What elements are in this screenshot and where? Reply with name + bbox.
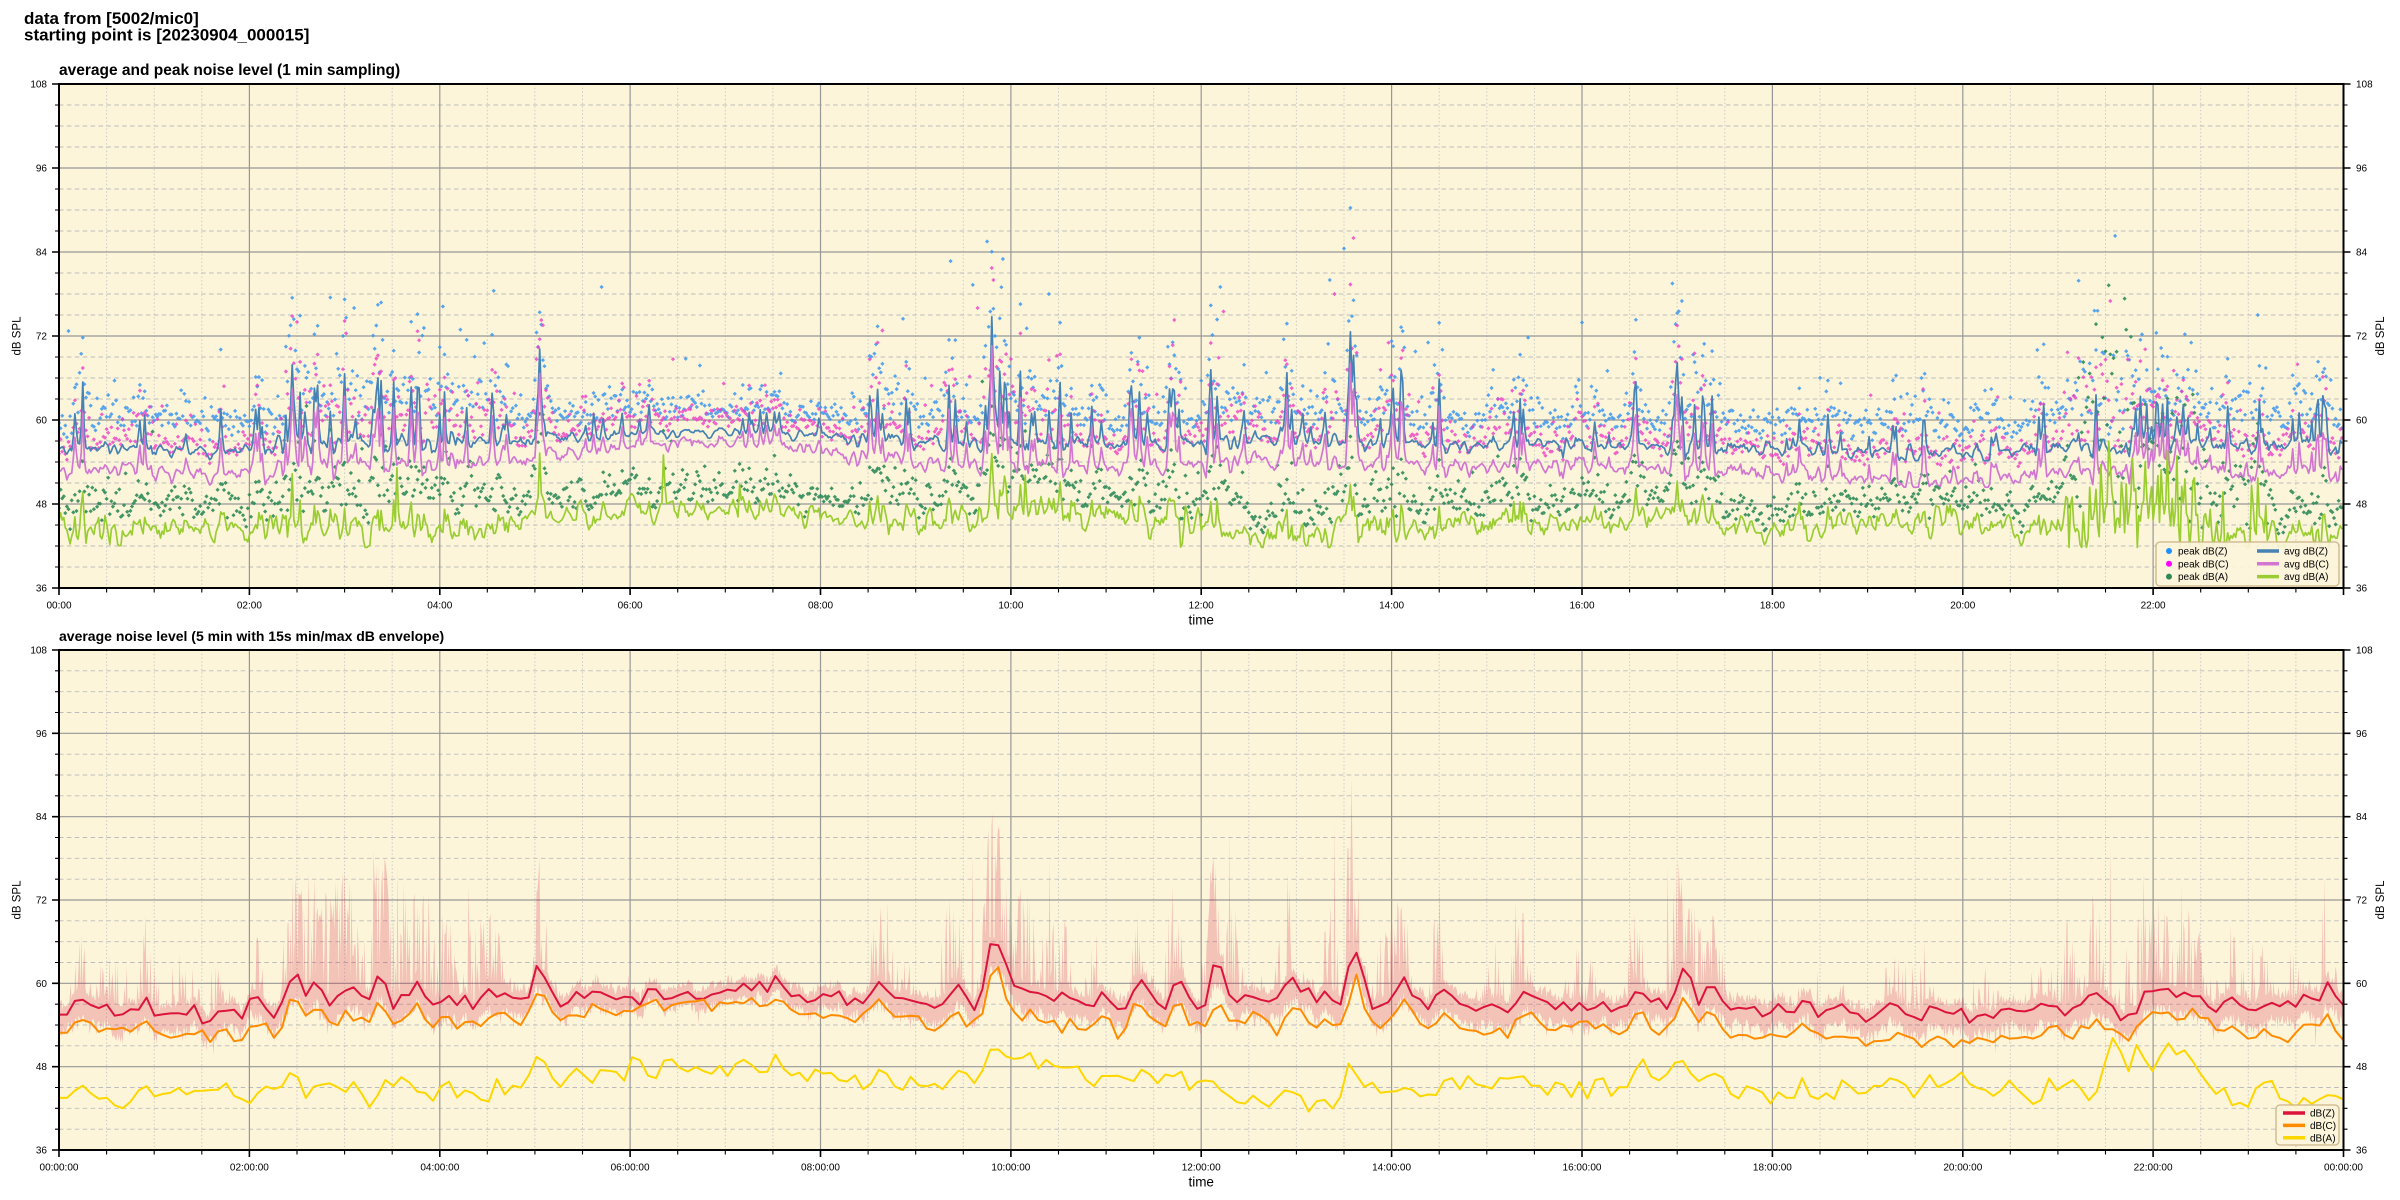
svg-text:avg dB(Z): avg dB(Z) [2284, 547, 2328, 558]
svg-text:108: 108 [30, 646, 47, 657]
svg-text:48: 48 [36, 1062, 48, 1073]
svg-text:02:00:00: 02:00:00 [230, 1163, 269, 1174]
svg-text:108: 108 [30, 80, 47, 91]
svg-text:06:00:00: 06:00:00 [611, 1163, 650, 1174]
svg-text:10:00: 10:00 [998, 601, 1023, 612]
svg-text:00:00:00: 00:00:00 [40, 1163, 79, 1174]
svg-text:12:00: 12:00 [1189, 601, 1214, 612]
svg-text:48: 48 [2356, 1062, 2368, 1073]
svg-text:72: 72 [36, 896, 48, 907]
svg-text:84: 84 [2356, 248, 2368, 259]
svg-text:dB(Z): dB(Z) [2310, 1109, 2335, 1120]
svg-text:72: 72 [2356, 896, 2368, 907]
svg-text:avg dB(A): avg dB(A) [2284, 572, 2328, 583]
svg-text:avg dB(C): avg dB(C) [2284, 559, 2329, 570]
svg-text:96: 96 [2356, 164, 2368, 175]
svg-text:08:00: 08:00 [808, 601, 833, 612]
svg-text:84: 84 [2356, 812, 2368, 823]
svg-text:time: time [1188, 613, 1214, 628]
svg-text:72: 72 [36, 332, 48, 343]
svg-text:60: 60 [36, 416, 48, 427]
svg-text:48: 48 [36, 500, 48, 511]
svg-text:08:00:00: 08:00:00 [801, 1163, 840, 1174]
svg-text:18:00: 18:00 [1760, 601, 1785, 612]
svg-text:06:00: 06:00 [618, 601, 643, 612]
svg-text:36: 36 [36, 1146, 48, 1157]
svg-text:36: 36 [2356, 1146, 2368, 1157]
svg-text:16:00:00: 16:00:00 [1563, 1163, 1602, 1174]
svg-text:96: 96 [36, 164, 48, 175]
svg-text:data from [5002/mic0]: data from [5002/mic0] [24, 9, 199, 28]
svg-text:14:00:00: 14:00:00 [1372, 1163, 1411, 1174]
svg-text:96: 96 [2356, 729, 2368, 740]
svg-text:96: 96 [36, 729, 48, 740]
svg-text:108: 108 [2356, 80, 2373, 91]
svg-text:peak dB(A): peak dB(A) [2178, 572, 2228, 583]
svg-text:04:00: 04:00 [427, 601, 452, 612]
svg-text:dB SPL: dB SPL [2375, 316, 2387, 356]
svg-text:average noise level (5 min wit: average noise level (5 min with 15s min/… [59, 628, 444, 644]
svg-text:18:00:00: 18:00:00 [1753, 1163, 1792, 1174]
svg-text:02:00: 02:00 [237, 601, 262, 612]
svg-text:36: 36 [2356, 584, 2368, 595]
svg-text:00:00: 00:00 [46, 601, 71, 612]
svg-text:00:00:00: 00:00:00 [2324, 1163, 2363, 1174]
svg-text:60: 60 [36, 979, 48, 990]
svg-text:84: 84 [36, 248, 48, 259]
svg-text:48: 48 [2356, 500, 2368, 511]
svg-text:20:00:00: 20:00:00 [1943, 1163, 1982, 1174]
svg-text:60: 60 [2356, 979, 2368, 990]
svg-text:72: 72 [2356, 332, 2368, 343]
svg-text:starting point is [20230904_00: starting point is [20230904_000015] [24, 26, 309, 45]
svg-text:dB SPL: dB SPL [2375, 880, 2387, 920]
svg-text:peak dB(C): peak dB(C) [2178, 559, 2229, 570]
svg-text:22:00: 22:00 [2141, 601, 2166, 612]
svg-text:peak dB(Z): peak dB(Z) [2178, 547, 2227, 558]
svg-text:36: 36 [36, 584, 48, 595]
svg-text:dB(A): dB(A) [2310, 1133, 2336, 1144]
svg-text:average and peak noise level (: average and peak noise level (1 min samp… [59, 62, 400, 79]
svg-text:04:00:00: 04:00:00 [420, 1163, 459, 1174]
svg-text:12:00:00: 12:00:00 [1182, 1163, 1221, 1174]
svg-text:22:00:00: 22:00:00 [2134, 1163, 2173, 1174]
svg-text:dB(C): dB(C) [2310, 1121, 2336, 1132]
svg-text:dB SPL: dB SPL [12, 316, 24, 356]
svg-text:dB SPL: dB SPL [12, 880, 24, 920]
svg-text:20:00: 20:00 [1950, 601, 1975, 612]
svg-text:108: 108 [2356, 646, 2373, 657]
svg-text:14:00: 14:00 [1379, 601, 1404, 612]
svg-text:10:00:00: 10:00:00 [991, 1163, 1030, 1174]
svg-text:84: 84 [36, 812, 48, 823]
svg-text:60: 60 [2356, 416, 2368, 427]
svg-text:time: time [1188, 1175, 1214, 1190]
svg-text:16:00: 16:00 [1569, 601, 1594, 612]
